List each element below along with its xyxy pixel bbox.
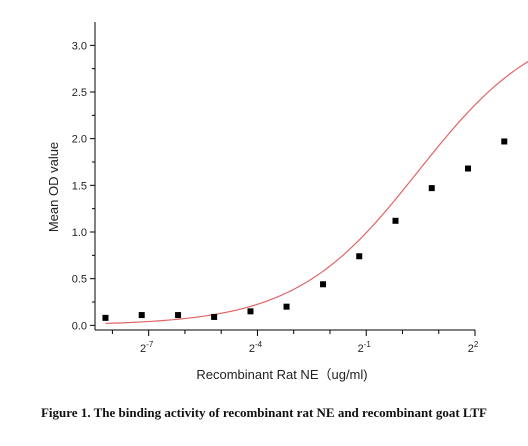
ticks: 0.0 0.5 1.0 1.5 2.0 2.5 3.0 2-7 2-4 2-1 22 [72,40,479,355]
data-point [283,303,290,310]
figure-caption: Figure 1. The binding activity of recomb… [40,405,487,420]
data-point [501,138,508,145]
data-point [211,313,218,320]
y-tick-label: 0.0 [72,320,87,332]
data-point [175,312,182,319]
x-tick-label: 2-7 [140,340,154,355]
y-axis-label: Mean OD value [46,142,61,232]
x-axis-label: Recombinant Rat NE（ug/ml) [196,367,367,382]
fit-curve [105,60,528,325]
x-tick-label: 22 [468,340,479,355]
data-point [428,185,435,192]
data-points [102,138,508,321]
data-point [392,217,399,224]
y-tick-label: 2.5 [72,87,87,99]
data-point [356,253,363,260]
y-tick-label: 1.5 [72,180,87,192]
y-tick-label: 3.0 [72,40,87,52]
data-point [465,165,472,172]
data-point [247,308,254,315]
x-tick-label: 2-1 [358,340,372,355]
data-point [102,314,109,321]
binding-curve-chart: 0.0 0.5 1.0 1.5 2.0 2.5 3.0 2-7 2-4 2-1 22 Mean OD… [46,22,528,382]
x-tick-label: 2-4 [249,340,263,355]
axes [94,22,475,331]
y-tick-label: 1.0 [72,227,87,239]
data-point [320,281,327,288]
y-tick-label: 2.0 [72,134,87,146]
y-tick-label: 0.5 [72,274,87,286]
data-point [138,312,145,319]
